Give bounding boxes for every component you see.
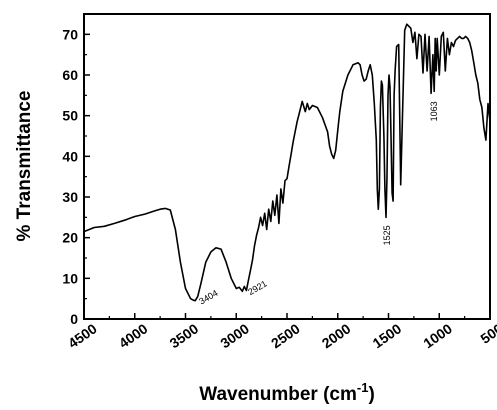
- x-tick-label: 4000: [116, 320, 151, 351]
- x-tick-label: 3500: [167, 320, 202, 351]
- y-tick-label: 50: [62, 108, 78, 124]
- x-tick-label: 500: [477, 320, 497, 347]
- x-axis-title: Wavenumber (cm-1): [199, 380, 375, 405]
- y-tick-label: 20: [62, 230, 78, 246]
- x-axis-title-superscript: -1: [357, 380, 369, 395]
- y-axis-title: % Transmittance: [14, 91, 35, 242]
- y-tick-label: 10: [62, 270, 78, 286]
- peak-label: 1525: [382, 225, 392, 245]
- x-axis-title-main: Wavenumber (cm: [199, 384, 357, 405]
- y-tick-label: 60: [62, 67, 78, 83]
- y-tick-label: 0: [70, 311, 78, 327]
- peak-label: 1063: [429, 101, 439, 121]
- peak-label: 2921: [246, 278, 268, 297]
- x-axis-title-close: ): [368, 384, 374, 405]
- y-tick-label: 30: [62, 189, 78, 205]
- series-line: [83, 23, 491, 302]
- x-tick-label: 3000: [217, 320, 252, 351]
- y-tick-label: 40: [62, 148, 78, 164]
- y-tick-label: 70: [62, 26, 78, 42]
- x-tick-label: 2500: [268, 320, 303, 351]
- axis-ticks: [83, 13, 491, 320]
- x-tick-label: 1000: [420, 320, 455, 351]
- x-tick-label: 1500: [370, 320, 405, 351]
- peak-label: 3404: [197, 288, 219, 307]
- plot-frame: [83, 13, 491, 320]
- x-tick-label: 2000: [319, 320, 354, 351]
